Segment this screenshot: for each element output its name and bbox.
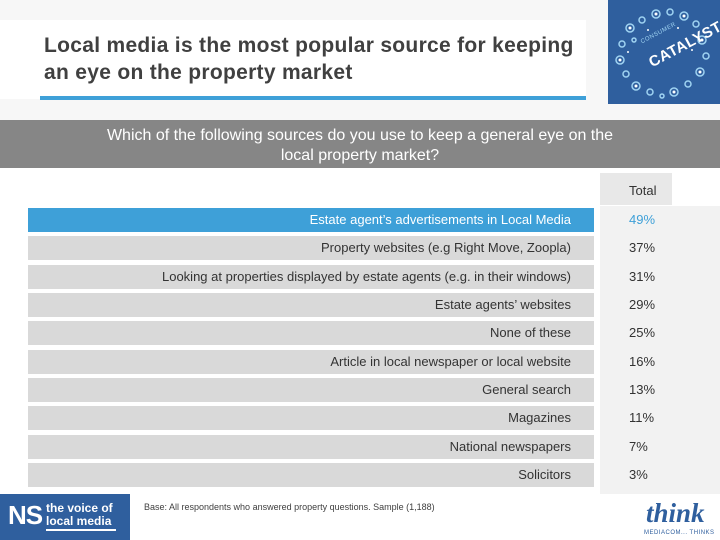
think-logo-subtext: MEDIACOM... THINKS bbox=[644, 530, 715, 536]
row-bar bbox=[28, 321, 594, 345]
survey-question: Which of the following sources do you us… bbox=[106, 127, 614, 164]
row-label: National newspapers bbox=[449, 439, 571, 454]
row-label: Magazines bbox=[508, 410, 571, 425]
row-value: 16% bbox=[629, 354, 656, 369]
row-value: 3% bbox=[629, 467, 648, 482]
ns-logo-line1: the voice of bbox=[46, 501, 113, 515]
values-column bbox=[600, 206, 720, 494]
row-value: 49% bbox=[629, 212, 656, 227]
row-bar bbox=[28, 265, 594, 289]
row-value: 13% bbox=[629, 382, 656, 397]
title-panel bbox=[0, 20, 586, 99]
row-label: Property websites (e.g Right Move, Zoopl… bbox=[321, 240, 571, 255]
row-bar bbox=[28, 378, 594, 402]
catalyst-dots-icon bbox=[615, 8, 710, 99]
title-underline bbox=[40, 96, 586, 100]
row-value: 7% bbox=[629, 439, 648, 454]
total-column-header bbox=[600, 173, 672, 205]
base-note: Base: All respondents who answered prope… bbox=[144, 502, 435, 512]
row-value: 25% bbox=[629, 325, 656, 340]
row-value: 11% bbox=[629, 410, 655, 425]
row-value: 29% bbox=[629, 297, 656, 312]
page-title: Local media is the most popular source f… bbox=[44, 34, 574, 84]
row-label: Article in local newspaper or local webs… bbox=[330, 354, 571, 369]
ns-logo bbox=[0, 494, 130, 540]
row-bar bbox=[28, 406, 594, 430]
row-bar bbox=[28, 208, 594, 232]
row-bar bbox=[28, 435, 594, 459]
row-label: Estate agent’s advertisements in Local M… bbox=[309, 212, 571, 227]
row-label: General search bbox=[482, 382, 571, 397]
row-value: 31% bbox=[629, 269, 656, 284]
question-band bbox=[0, 120, 720, 168]
catalyst-logo bbox=[608, 0, 720, 104]
row-label: Solicitors bbox=[518, 467, 571, 482]
row-bar bbox=[28, 236, 594, 260]
ns-logo-line2: local media bbox=[46, 514, 112, 528]
row-bar bbox=[28, 350, 594, 374]
ns-logo-underline bbox=[46, 529, 116, 531]
row-bar bbox=[28, 293, 594, 317]
ns-logo-mark: NS bbox=[8, 500, 43, 530]
think-logo: think bbox=[646, 498, 705, 528]
row-label: Estate agents’ websites bbox=[434, 297, 571, 312]
row-label: None of these bbox=[490, 325, 571, 340]
row-bar bbox=[28, 463, 594, 487]
row-value: 37% bbox=[629, 240, 656, 255]
row-label: Looking at properties displayed by estat… bbox=[161, 269, 571, 284]
total-column-label: Total bbox=[629, 183, 657, 198]
